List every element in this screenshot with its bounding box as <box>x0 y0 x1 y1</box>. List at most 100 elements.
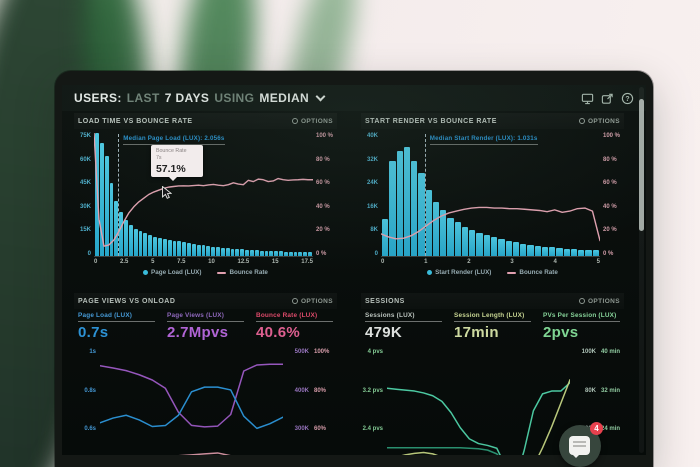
histogram-bar <box>520 243 527 256</box>
chat-bubble-icon <box>569 436 590 458</box>
histogram-bar <box>389 160 396 256</box>
histogram-bar <box>191 243 196 256</box>
options-button[interactable]: OPTIONS <box>291 298 333 305</box>
trend-lines <box>387 347 570 455</box>
y-axis-left: 1s0.8s0.6s0.4s <box>74 347 100 455</box>
histogram-bar <box>527 244 534 256</box>
histogram-bar <box>534 245 541 256</box>
histogram-bar <box>128 225 133 256</box>
histogram-bar <box>274 251 279 256</box>
histogram-bar <box>211 246 216 256</box>
median-annotation: Median Page Load (LUX): 2.056s <box>123 135 225 145</box>
histogram-bar <box>505 240 512 256</box>
legend-line-marker <box>217 271 227 274</box>
x-axis: 0 2.5 5 7.5 10 12.5 15 17.5 <box>94 259 313 265</box>
help-icon[interactable]: ? <box>621 92 634 105</box>
median-dropdown[interactable]: MEDIAN <box>259 91 310 105</box>
panel-grid: LOAD TIME VS BOUNCE RATE OPTIONS 75K 60K 4… <box>68 111 630 455</box>
histogram-bar <box>264 250 269 256</box>
axis-tick: 80K 32 min <box>584 387 621 394</box>
sessions-plot[interactable] <box>387 347 570 455</box>
metric-page-load: Page Load (LUX) 0.7s <box>78 312 155 341</box>
svg-text:?: ? <box>625 95 629 102</box>
panel-title: SESSIONS <box>365 297 405 305</box>
axis-tick: 30K <box>79 203 91 210</box>
page-views-plot[interactable] <box>100 347 283 455</box>
tooltip-value: 57.1% <box>155 162 186 175</box>
mouse-cursor-icon <box>161 185 172 199</box>
axis-tick: 24K <box>366 180 378 187</box>
axis-tick: 17.5 <box>301 259 313 265</box>
axis-tick: 100 % <box>316 133 334 139</box>
metric-bounce-rate: Bounce Rate (LUX) 40.6% <box>256 312 333 341</box>
scrollbar-track[interactable] <box>639 87 644 453</box>
histogram-bar <box>259 250 264 256</box>
legend-dot-marker <box>427 270 433 275</box>
x-axis: 0 1 2 3 4 5 <box>381 259 600 265</box>
options-button[interactable]: OPTIONS <box>578 118 620 125</box>
histogram-bar <box>578 249 585 256</box>
bounce-rate-line <box>94 133 313 256</box>
axis-tick: 40 % <box>316 203 330 210</box>
title-last: LAST <box>126 91 160 105</box>
display-icon[interactable] <box>581 92 594 105</box>
histogram-bar <box>269 251 274 256</box>
histogram-bar <box>298 252 303 256</box>
axis-tick: 300K 60% <box>294 426 327 433</box>
axis-tick: 0 <box>87 250 91 257</box>
start-render-plot[interactable]: Median Start Render (LUX): 1.031s <box>381 133 600 257</box>
share-icon[interactable] <box>601 92 614 105</box>
axis-tick: 32K <box>366 156 378 163</box>
axis-tick: 80 % <box>316 156 330 163</box>
legend-item[interactable]: Start Render (LUX) <box>427 269 491 276</box>
legend-dot-marker <box>143 270 149 275</box>
metric-page-views: Page Views (LUX) 2.7Mpvs <box>167 312 244 341</box>
histogram-bar <box>570 249 578 256</box>
axis-tick: 80 % <box>603 156 617 163</box>
axis-tick: 500K 100% <box>294 349 330 355</box>
gear-icon <box>291 298 298 304</box>
axis-tick: 1s <box>89 349 96 355</box>
chat-widget-button[interactable]: 4 <box>559 422 603 467</box>
axis-tick: 3 <box>510 259 514 265</box>
histogram-bar <box>293 251 298 256</box>
axis-tick: 75K <box>79 133 91 139</box>
axis-tick: 40K <box>366 133 378 139</box>
legend-item[interactable]: Page Load (LUX) <box>143 269 201 276</box>
y-axis-left: 40K 32K 24K 16K 8K 0 <box>361 133 381 257</box>
options-button[interactable]: OPTIONS <box>291 118 333 125</box>
histogram-bar <box>172 240 177 256</box>
axis-tick: 400K 80% <box>294 387 327 394</box>
legend-item[interactable]: Bounce Rate <box>507 269 558 276</box>
histogram-bar <box>187 243 191 256</box>
options-button[interactable]: OPTIONS <box>578 298 620 305</box>
axis-tick: 5 <box>151 259 155 265</box>
metric-sessions: Sessions (LUX) 479K <box>365 312 442 341</box>
notification-badge: 4 <box>590 422 603 435</box>
histogram-bar <box>432 202 440 256</box>
axis-tick: 16K <box>366 203 378 210</box>
load-time-plot[interactable]: Median Page Load (LUX): 2.056s Bounce Ra… <box>94 133 313 257</box>
median-marker-line: Median Start Render (LUX): 1.031s <box>424 134 538 256</box>
legend-item[interactable]: Bounce Rate <box>217 269 268 276</box>
histogram-bar <box>250 250 254 256</box>
scrollbar-thumb[interactable] <box>639 99 644 231</box>
panel-title: LOAD TIME VS BOUNCE RATE <box>78 117 193 125</box>
y-axis-right: 100 % 80 % 60 % 40 % 20 % 0 % <box>600 133 624 257</box>
axis-tick: 2.4 pvs <box>362 426 383 433</box>
histogram-bar <box>418 172 425 256</box>
histogram-bar <box>119 212 124 256</box>
histogram-bar <box>196 244 201 256</box>
tooltip-x-value: 7s <box>155 154 162 161</box>
y-axis-left: 75K 60K 45K 30K 15K 0 <box>74 133 94 257</box>
panel-title: START RENDER VS BOUNCE RATE <box>365 117 497 125</box>
histogram-bar <box>592 250 599 256</box>
histogram-bar <box>411 160 418 256</box>
chevron-down-icon[interactable] <box>315 91 326 101</box>
panel-load-time-header: LOAD TIME VS BOUNCE RATE OPTIONS <box>74 113 337 129</box>
dashboard-screen: USERS: LAST 7 DAYS USING MEDIAN ? <box>62 85 646 455</box>
histogram-bar <box>382 219 389 256</box>
laptop: USERS: LAST 7 DAYS USING MEDIAN ? <box>55 71 653 467</box>
